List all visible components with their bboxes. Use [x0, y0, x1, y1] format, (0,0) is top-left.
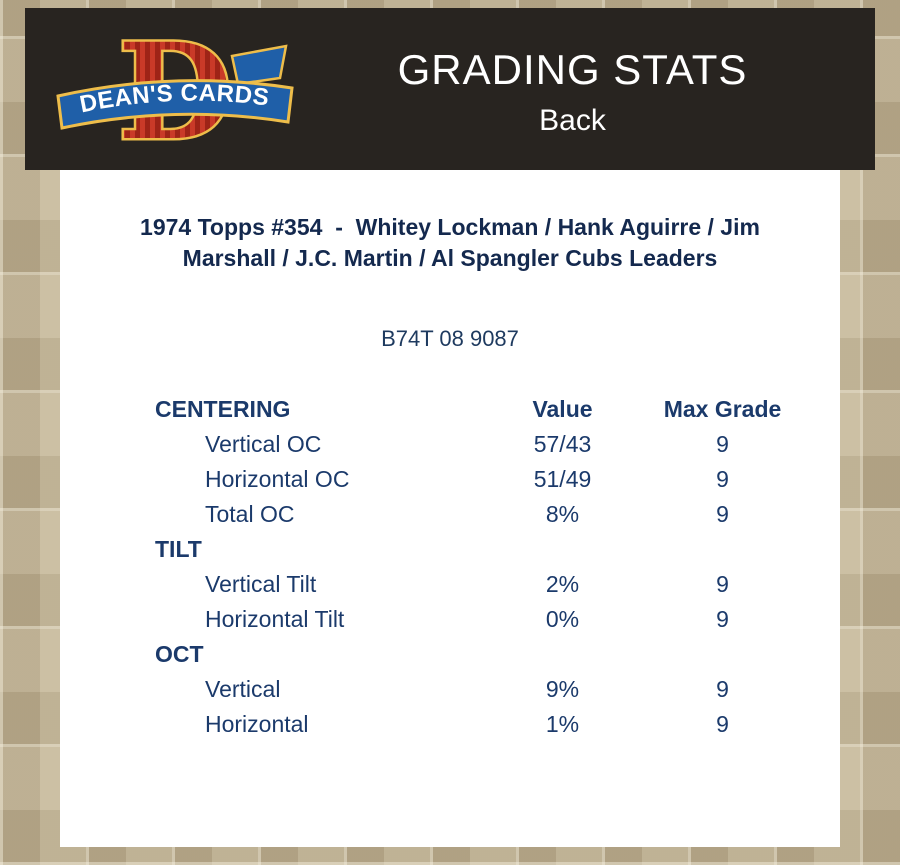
row-label: Total OC — [205, 501, 295, 527]
table-row: Vertical OC 57/43 9 — [60, 427, 840, 462]
row-max-grade: 9 — [716, 676, 729, 702]
table-header-row: CENTERING Value Max Grade — [60, 392, 840, 427]
row-value: 9% — [545, 676, 580, 702]
row-max-grade: 9 — [716, 606, 729, 632]
logo-ribbon — [56, 79, 294, 130]
row-label: Vertical — [205, 676, 281, 702]
table-row: Horizontal Tilt 0% 9 — [60, 602, 840, 637]
page-subtitle: Back — [539, 104, 606, 137]
row-value — [485, 637, 640, 672]
table-row: Horizontal OC 51/49 9 — [60, 462, 840, 497]
row-label: Horizontal OC — [205, 466, 350, 492]
grading-table: CENTERING Value Max Grade Vertical OC 57/… — [60, 392, 840, 742]
page-title: GRADING STATS — [397, 46, 748, 93]
stats-panel: 1974 Topps #354 - Whitey Lockman / Hank … — [60, 170, 840, 847]
row-label: Vertical Tilt — [205, 571, 317, 597]
section-header-label: TILT — [155, 536, 202, 562]
section-header-row: OCT — [60, 637, 840, 672]
column-header-max-grade: Max Grade — [663, 396, 782, 422]
row-value: 8% — [545, 501, 580, 527]
table-row: Total OC 8% 9 — [60, 497, 840, 532]
column-header-value: Value — [532, 396, 593, 422]
row-max-grade — [640, 637, 805, 672]
row-value: 57/43 — [533, 431, 592, 457]
row-value: 0% — [545, 606, 580, 632]
card-title: 1974 Topps #354 - Whitey Lockman / Hank … — [140, 214, 767, 271]
table-row: Horizontal 1% 9 — [60, 707, 840, 742]
deans-cards-logo-icon: D DEAN'S CARDS — [56, 20, 294, 158]
row-max-grade: 9 — [716, 711, 729, 737]
deans-cards-logo: D DEAN'S CARDS — [25, 20, 325, 158]
card-serial-number: B74T 08 9087 — [381, 326, 519, 351]
row-label: Horizontal Tilt — [205, 606, 345, 632]
row-max-grade: 9 — [716, 466, 729, 492]
row-max-grade: 9 — [716, 501, 729, 527]
row-label: Vertical OC — [205, 431, 322, 457]
row-max-grade: 9 — [716, 571, 729, 597]
row-max-grade — [640, 532, 805, 567]
row-value — [485, 532, 640, 567]
header-bar: D DEAN'S CARDS GRADING STATS Back — [25, 8, 875, 170]
grading-table-body: Vertical OC 57/43 9 Horizontal OC 51/49 9 Tota… — [60, 427, 840, 742]
header-text-block: GRADING STATS Back — [325, 46, 875, 138]
row-value: 1% — [545, 711, 580, 737]
row-label: Horizontal — [205, 711, 309, 737]
table-row: Vertical 9% 9 — [60, 672, 840, 707]
logo-ribbon-tail — [230, 44, 288, 86]
column-header-centering: CENTERING — [155, 396, 291, 422]
section-header-row: TILT — [60, 532, 840, 567]
table-row: Vertical Tilt 2% 9 — [60, 567, 840, 602]
row-max-grade: 9 — [716, 431, 729, 457]
row-value: 51/49 — [533, 466, 592, 492]
section-header-label: OCT — [155, 641, 204, 667]
row-value: 2% — [545, 571, 580, 597]
